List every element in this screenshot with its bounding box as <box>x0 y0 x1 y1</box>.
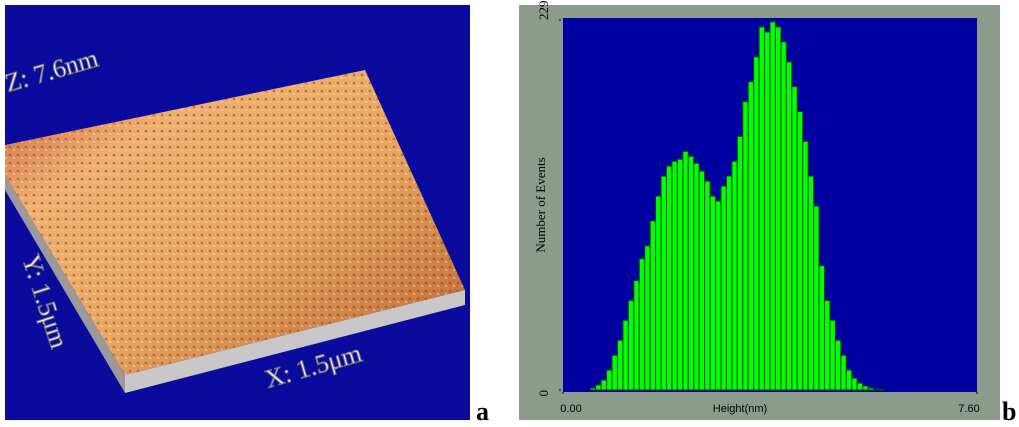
bar <box>818 265 825 391</box>
afm-side-left <box>5 175 125 393</box>
bar <box>731 160 738 391</box>
bar <box>758 26 766 391</box>
bar <box>862 385 869 391</box>
bar <box>698 170 706 391</box>
bar <box>649 220 657 391</box>
bar <box>595 384 602 391</box>
y-tick-label: 2299 <box>536 0 551 20</box>
bar <box>764 31 771 391</box>
bar <box>720 185 727 391</box>
y-axis-title: Number of Events <box>533 157 548 252</box>
bar <box>715 200 722 391</box>
bar <box>791 86 798 391</box>
bar <box>666 165 673 391</box>
bar <box>802 140 809 391</box>
bar <box>867 387 874 391</box>
bar <box>840 354 847 391</box>
bar <box>785 61 793 391</box>
bar <box>851 377 858 391</box>
bar <box>807 175 815 391</box>
bar <box>622 319 629 391</box>
bar <box>709 195 717 391</box>
bar <box>774 26 782 391</box>
bar <box>704 180 711 391</box>
bar <box>638 258 646 391</box>
bar <box>725 175 733 391</box>
bar <box>671 160 678 391</box>
bar <box>845 369 853 391</box>
bar <box>796 111 804 391</box>
bar <box>780 41 787 391</box>
panel-letter: a <box>476 397 489 426</box>
bar <box>655 195 662 391</box>
bar <box>813 205 820 391</box>
bar <box>660 175 667 391</box>
bar <box>829 319 836 391</box>
bar <box>633 280 640 391</box>
bar <box>823 300 831 391</box>
bar <box>736 135 744 391</box>
bar <box>834 339 842 391</box>
bar <box>589 387 597 391</box>
bar <box>600 379 608 391</box>
bar <box>611 354 618 391</box>
bar <box>644 245 651 391</box>
bar <box>769 21 776 391</box>
bar <box>873 388 880 391</box>
y-tick-label: 0 <box>536 390 551 397</box>
bar <box>856 382 864 391</box>
bar <box>682 150 689 391</box>
bar <box>687 155 695 391</box>
bar <box>676 158 684 391</box>
bar <box>742 101 749 391</box>
x-tick-label: 7.60 <box>958 403 979 415</box>
bar <box>693 162 700 391</box>
bar <box>747 81 755 391</box>
bar <box>627 300 635 391</box>
bar <box>606 369 613 391</box>
afm-texture <box>5 70 465 375</box>
bar <box>753 56 760 391</box>
x-axis-title: Height(nm) <box>713 403 767 415</box>
bar <box>616 339 624 391</box>
x-tick-label: 0.00 <box>560 403 581 415</box>
afm-side-front <box>125 290 465 393</box>
panel-letter: b <box>1002 397 1016 426</box>
